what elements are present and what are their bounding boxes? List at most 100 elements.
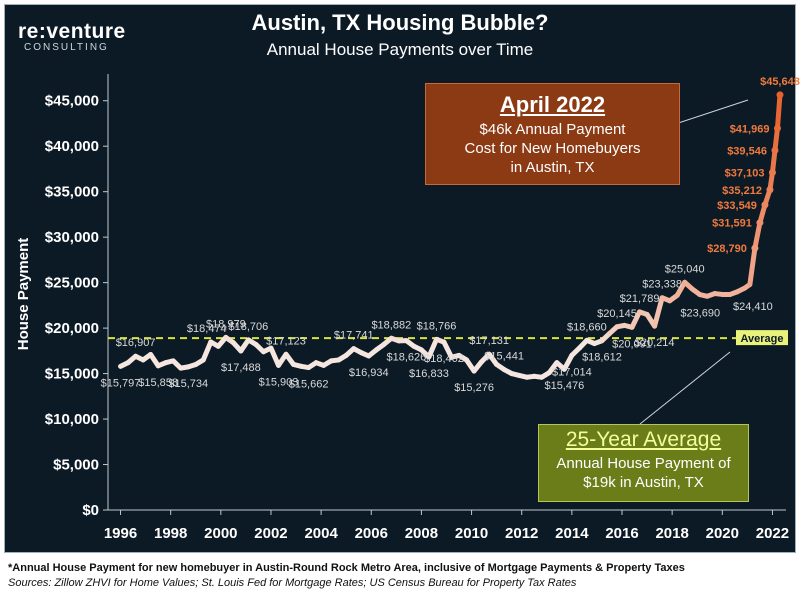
data-label: $18,612 (582, 352, 622, 364)
data-label: $17,014 (552, 366, 592, 378)
peak-callout-line: Cost for New Homebuyers (464, 140, 641, 157)
data-label: $15,662 (289, 379, 329, 391)
data-label: $16,907 (116, 337, 156, 349)
data-label: $41,969 (730, 123, 770, 135)
data-label: $23,338 (642, 279, 682, 291)
series-segment (652, 295, 665, 329)
data-point (756, 219, 764, 227)
y-axis-label: House Payment (15, 238, 32, 351)
y-tick-label: $35,000 (45, 184, 99, 201)
y-tick-label: $40,000 (45, 138, 99, 155)
data-label: $24,410 (733, 301, 773, 313)
average-label: Average (740, 333, 783, 345)
average-callout-body: Annual House Payment of $19k in Austin, … (539, 454, 748, 492)
average-callout-connector (639, 351, 731, 425)
data-label: $17,488 (221, 362, 261, 374)
data-label: $18,766 (417, 320, 457, 332)
x-tick-label: 2018 (655, 525, 688, 542)
data-label: $18,706 (229, 321, 269, 333)
data-point (773, 124, 781, 132)
peak-callout-line: in Austin, TX (510, 159, 595, 176)
y-tick-label: $30,000 (45, 229, 99, 246)
series-segment (774, 92, 783, 131)
peak-callout-body: $46k Annual Payment Cost for New Homebuy… (426, 120, 679, 177)
data-label: $39,546 (727, 145, 767, 157)
y-tick-label: $5,000 (53, 457, 99, 474)
average-callout-line: $19k in Austin, TX (583, 474, 704, 491)
data-label: $18,462 (424, 353, 464, 365)
y-tick-label: $25,000 (45, 275, 99, 292)
data-label: $15,734 (168, 378, 208, 390)
data-point (766, 186, 774, 194)
x-tick-label: 1996 (104, 525, 137, 542)
x-tick-label: 2020 (706, 525, 739, 542)
x-tick-label: 2000 (204, 525, 237, 542)
data-label: $15,441 (484, 351, 524, 363)
data-label: $15,797 (101, 377, 141, 389)
data-label: $45,648 (760, 76, 800, 88)
x-tick-label: 2002 (254, 525, 287, 542)
series-segment (426, 336, 439, 360)
data-label: $31,591 (712, 218, 752, 230)
average-callout-line: Annual House Payment of (556, 455, 731, 472)
series-segment (629, 309, 643, 330)
data-label: $37,103 (725, 168, 765, 180)
average-label-box (736, 330, 788, 346)
data-point (776, 91, 784, 99)
data-label: $18,979 (206, 318, 246, 330)
x-tick-label: 2014 (555, 525, 589, 542)
data-label: $21,789 (620, 293, 660, 305)
y-tick-label: $45,000 (45, 93, 99, 110)
x-tick-label: 2022 (756, 525, 789, 542)
series-segment (200, 339, 214, 363)
data-point (751, 244, 759, 252)
x-tick-label: 2006 (355, 525, 388, 542)
x-tick-label: 2012 (505, 525, 538, 542)
data-point (761, 201, 769, 209)
y-tick-label: $0 (82, 502, 99, 519)
data-label: $17,741 (334, 330, 374, 342)
data-label: $18,882 (371, 319, 411, 331)
data-label: $18,474 (187, 323, 227, 335)
data-label: $20,214 (635, 337, 675, 349)
data-label: $18,626 (386, 352, 426, 364)
peak-callout-heading: April 2022 (499, 92, 606, 117)
average-callout: 25-Year Average Annual House Payment of … (538, 424, 749, 502)
data-label: $15,858 (138, 377, 178, 389)
x-tick-label: 2010 (455, 525, 488, 542)
data-label: $18,660 (567, 321, 607, 333)
series-segment (747, 245, 758, 287)
x-tick-label: 2016 (605, 525, 638, 542)
chart-subtitle: Annual House Payments over Time (266, 40, 534, 59)
y-tick-label: $20,000 (45, 320, 99, 337)
data-point (771, 146, 779, 154)
average-callout-heading: 25-Year Average (565, 428, 722, 451)
series-segment (561, 352, 575, 372)
data-label: $16,934 (349, 367, 389, 379)
y-tick-label: $15,000 (45, 366, 99, 383)
logo-wordmark: re:venture (18, 20, 126, 43)
chart-title: Austin, TX Housing Bubble? (251, 10, 549, 35)
data-label: $28,790 (707, 243, 747, 255)
series-segment (268, 345, 281, 368)
y-tick-label: $10,000 (45, 411, 99, 428)
data-label: $17,131 (469, 335, 509, 347)
data-label: $25,040 (665, 263, 705, 275)
data-label: $23,690 (680, 308, 720, 320)
data-point (768, 169, 776, 177)
series-segment (752, 220, 763, 251)
data-label: $20,145 (597, 308, 637, 320)
data-label: $20,091 (612, 338, 652, 350)
series-segment (769, 147, 778, 176)
data-label: $15,476 (544, 380, 584, 392)
series-segment (441, 339, 455, 360)
company-logo: re:venture CONSULTING (18, 20, 126, 53)
x-tick-label: 2008 (405, 525, 438, 542)
sources-note: Sources: Zillow ZHVI for Home Values; St… (8, 577, 577, 589)
data-label: $15,276 (454, 382, 494, 394)
data-label: $17,123 (266, 335, 306, 347)
data-label: $15,903 (259, 376, 299, 388)
footnote: *Annual House Payment for new homebuyer … (8, 562, 685, 574)
data-label: $35,212 (722, 185, 762, 197)
